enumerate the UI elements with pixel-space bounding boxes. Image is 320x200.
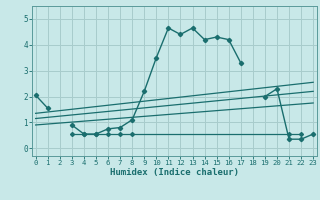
X-axis label: Humidex (Indice chaleur): Humidex (Indice chaleur) [110, 168, 239, 177]
